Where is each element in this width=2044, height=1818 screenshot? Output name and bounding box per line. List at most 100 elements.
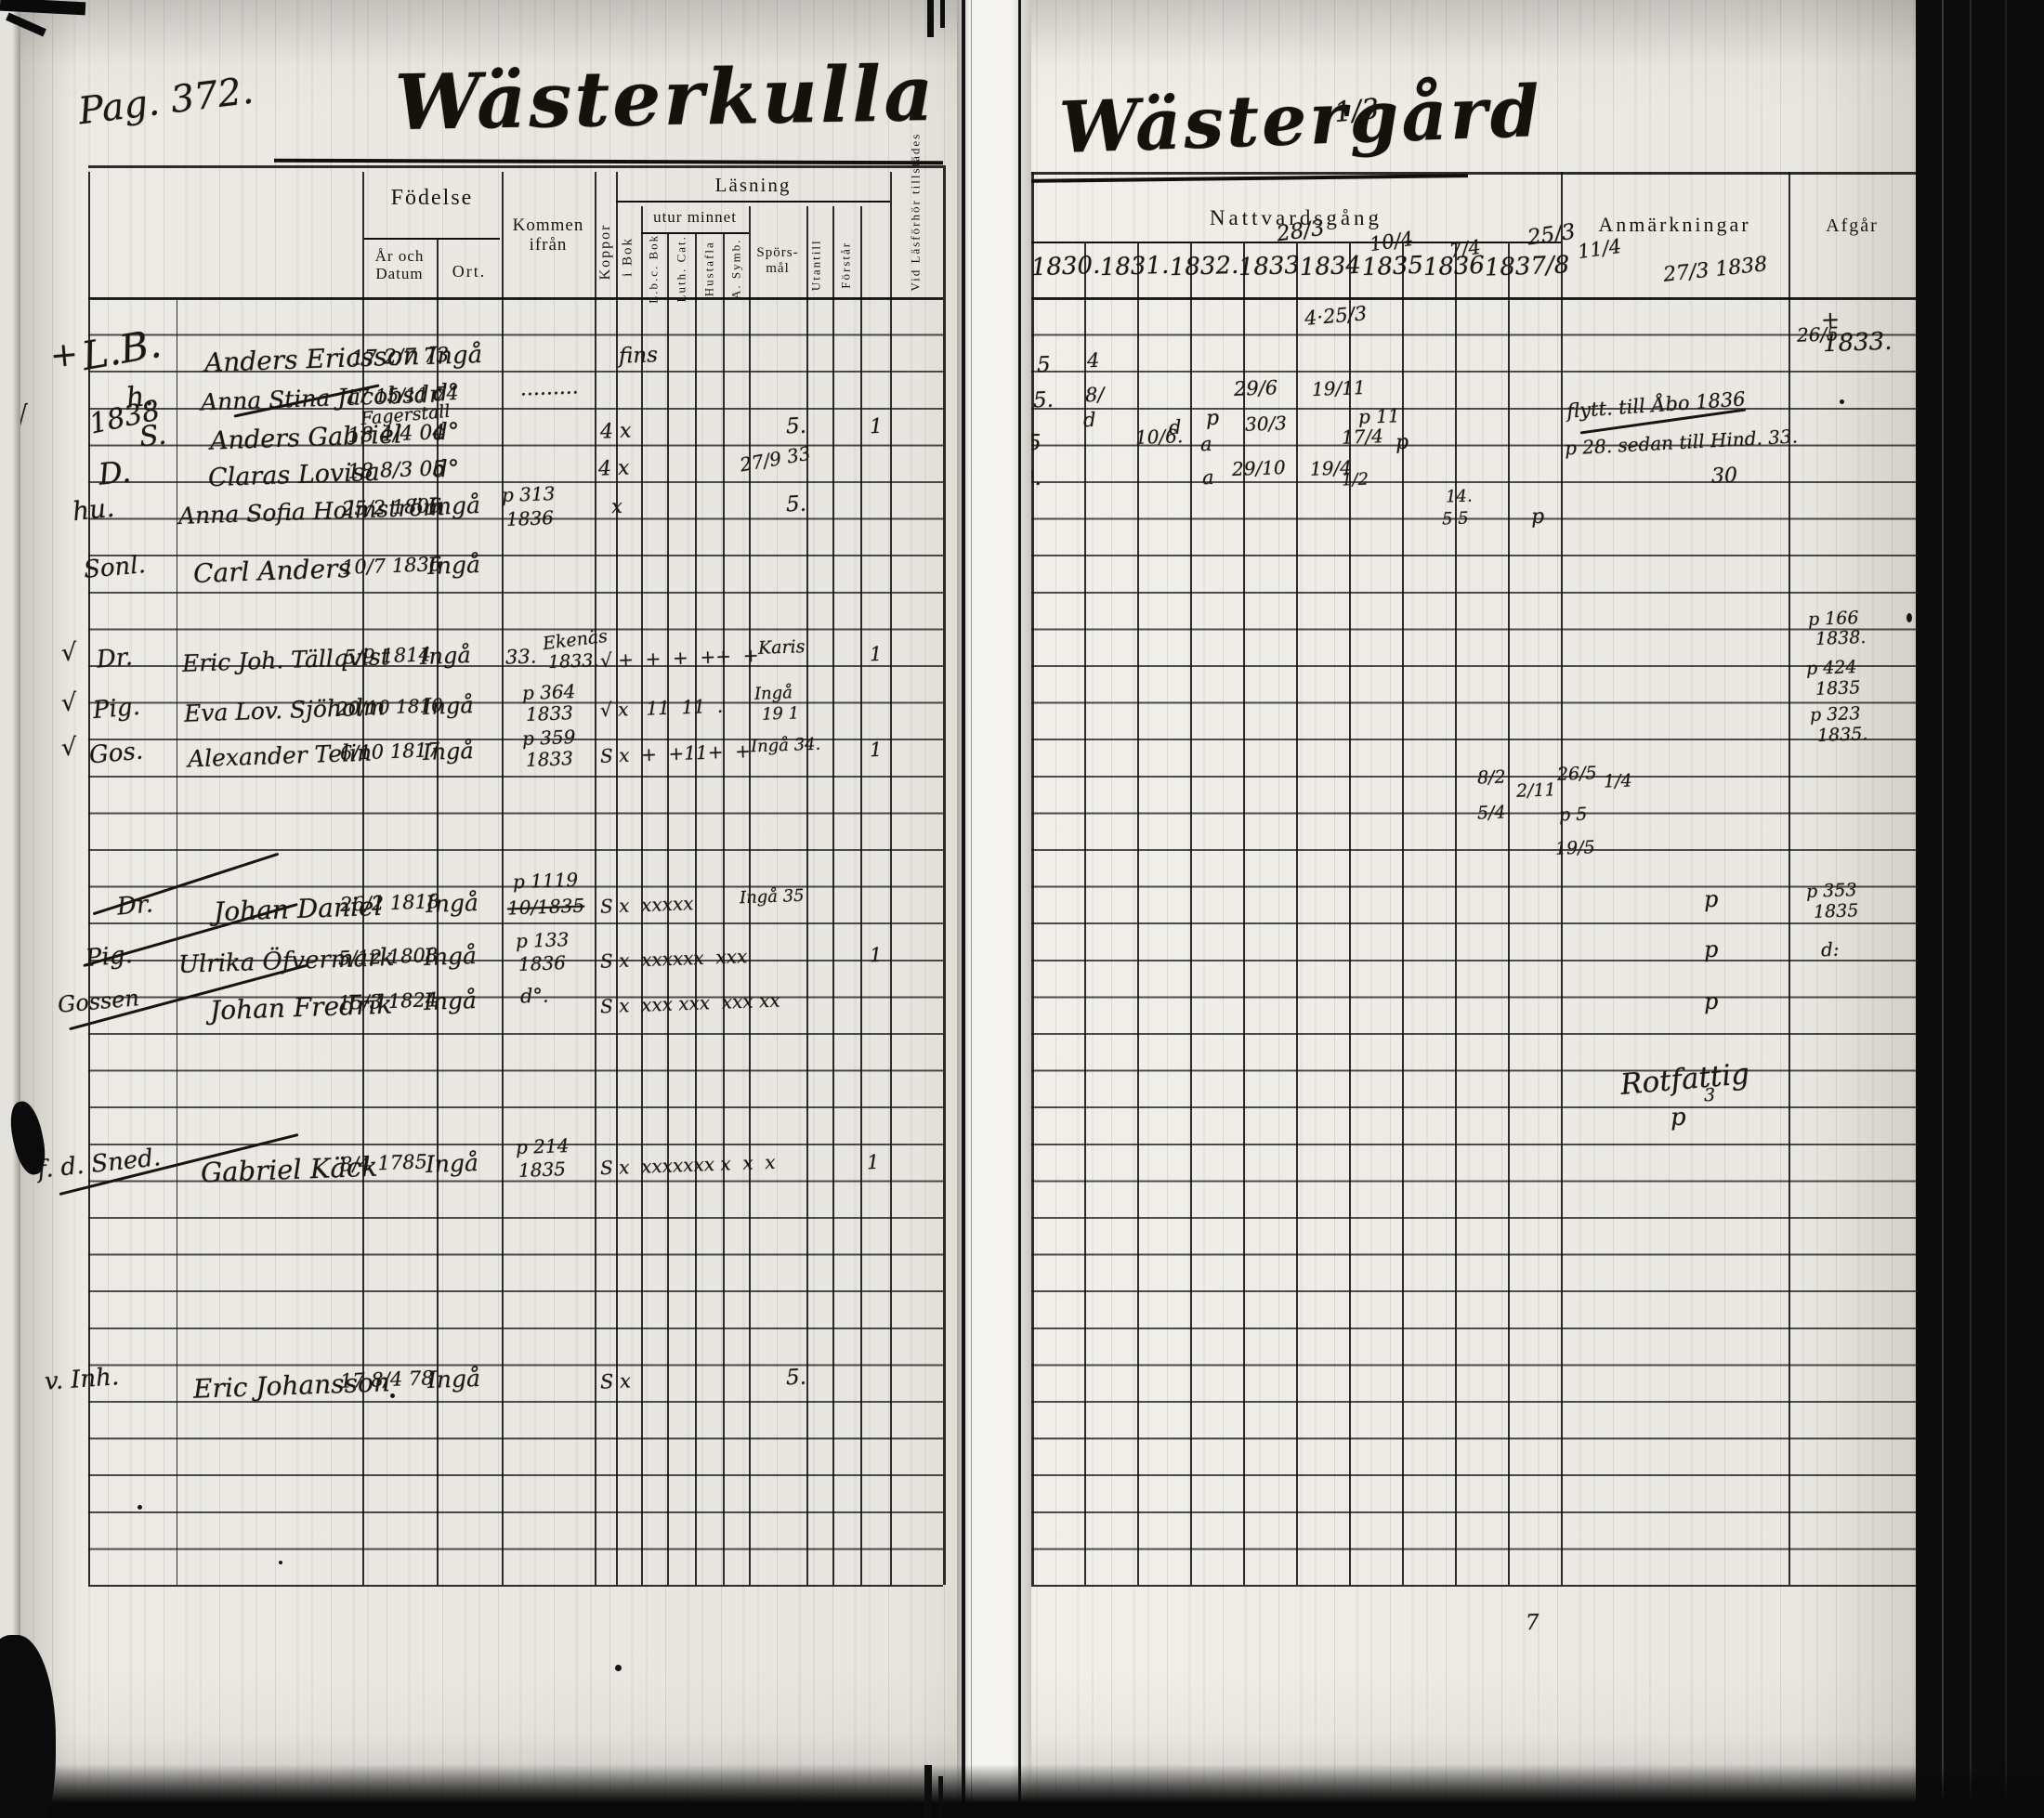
handwriting: Ingå bbox=[426, 340, 483, 372]
year-label: 1834 bbox=[1299, 251, 1362, 282]
handwriting: Ingå bbox=[423, 942, 478, 971]
handwriting: 5/9 1814 bbox=[343, 643, 432, 669]
handwriting: 33. bbox=[504, 645, 537, 669]
handwriting: Ingå bbox=[426, 1365, 481, 1393]
year-label: 1837/8 bbox=[1484, 251, 1570, 282]
left-page-title: Wästerkulla bbox=[394, 48, 937, 149]
scan-edge-right bbox=[1916, 0, 2044, 1818]
row-lines-right bbox=[1031, 297, 1916, 1585]
header-rule bbox=[616, 201, 890, 203]
handwriting: p 1119 bbox=[512, 868, 579, 894]
handwriting: 14. bbox=[1445, 486, 1473, 507]
handwriting: 26/5 bbox=[1556, 763, 1598, 785]
handwriting: 5. bbox=[785, 413, 807, 439]
ink-speck bbox=[1906, 613, 1912, 622]
handwriting: 1836 bbox=[518, 951, 567, 975]
handwriting: 1836 bbox=[505, 506, 555, 530]
grid-line bbox=[88, 1585, 943, 1587]
handwriting: √ x 11 11 . bbox=[599, 694, 724, 722]
handwriting: 1835 bbox=[1815, 677, 1861, 700]
handwriting: 18 4/4 04 bbox=[347, 421, 446, 448]
handwriting: Sonl. bbox=[82, 551, 147, 584]
handwriting: Ingå bbox=[425, 1149, 479, 1178]
handwriting: Karis bbox=[757, 636, 806, 659]
handwriting: 17/4 bbox=[1341, 425, 1384, 449]
handwriting: 1 bbox=[869, 414, 884, 439]
handwriting: 8/4 1785 bbox=[339, 1150, 428, 1176]
handwriting: 1838. bbox=[1815, 627, 1867, 649]
grid-line bbox=[1031, 1585, 1916, 1587]
header-lasning: Läsning bbox=[714, 174, 792, 196]
handwriting: 1 bbox=[869, 943, 883, 967]
handwriting: p bbox=[1670, 1103, 1687, 1132]
handwriting: Gos. bbox=[87, 737, 145, 770]
handwriting: v. Inh. bbox=[44, 1363, 121, 1396]
handwriting: 5. bbox=[1032, 387, 1055, 413]
year-label: 1832. bbox=[1169, 251, 1239, 282]
header-forstar: Förstår bbox=[838, 241, 853, 289]
handwriting: p 5 bbox=[1558, 804, 1588, 826]
handwriting: 7/4 bbox=[1448, 235, 1483, 263]
header-afgar: Afgår bbox=[1826, 216, 1879, 236]
scan-edge-left bbox=[0, 0, 20, 1818]
handwriting: Ingå bbox=[426, 491, 481, 520]
header-rule bbox=[641, 232, 749, 234]
handwriting: p bbox=[1703, 935, 1719, 963]
handwriting: 1 bbox=[866, 1150, 880, 1174]
handwriting: d° bbox=[432, 417, 461, 446]
header-anmarkningar: Anmärkningar bbox=[1598, 213, 1751, 236]
handwriting: p 353 bbox=[1805, 880, 1857, 902]
handwriting: 29/10 bbox=[1231, 456, 1287, 480]
handwriting: 1 bbox=[869, 738, 883, 762]
handwriting: 7 bbox=[1525, 1610, 1540, 1636]
handwriting: 4 x bbox=[597, 456, 630, 481]
handwriting: √ bbox=[60, 733, 78, 763]
handwriting: p 214 bbox=[515, 1134, 570, 1158]
handwriting: p bbox=[1205, 406, 1220, 431]
handwriting: p 364 bbox=[521, 680, 576, 704]
handwriting: √ bbox=[60, 688, 78, 718]
title-fraction: 1/3 bbox=[1332, 92, 1381, 130]
handwriting: 5. bbox=[785, 1365, 807, 1391]
handwriting: S. bbox=[138, 418, 168, 454]
spine-mark-bottom bbox=[924, 1765, 932, 1818]
handwriting: S x bbox=[599, 1369, 632, 1393]
handwriting: a bbox=[1201, 465, 1214, 490]
header-utantill: Utantill bbox=[808, 239, 823, 292]
header-fodelse: Födelse bbox=[390, 186, 474, 210]
handwriting: Ingå bbox=[753, 683, 793, 704]
handwriting: 5 bbox=[1036, 352, 1052, 378]
handwriting: 1835 bbox=[518, 1158, 567, 1182]
header-i-bok: i Bok bbox=[620, 236, 635, 277]
handwriting: p 424 bbox=[1805, 657, 1857, 679]
handwriting: 1835. bbox=[1816, 724, 1868, 746]
handwriting: p 359 bbox=[521, 726, 576, 750]
header-rule bbox=[364, 238, 500, 240]
handwriting: Carl Anders bbox=[192, 553, 352, 589]
handwriting: d: bbox=[1820, 937, 1840, 961]
header-sporsmal: Spörs-mål bbox=[756, 245, 799, 276]
handwriting: p 133 bbox=[515, 928, 570, 952]
handwriting: 19 1 bbox=[761, 703, 800, 725]
handwriting: 1/4 bbox=[1603, 770, 1632, 792]
right-page-title: Wästergård bbox=[1057, 69, 1544, 170]
grid-line bbox=[1031, 172, 1916, 175]
handwriting: 30/3 bbox=[1244, 412, 1288, 436]
handwriting: 1 bbox=[869, 642, 883, 666]
handwriting: 19/11 bbox=[1311, 376, 1367, 400]
handwriting: d°. bbox=[519, 984, 550, 1008]
handwriting: p bbox=[1395, 430, 1409, 455]
handwriting: 30 bbox=[1710, 464, 1738, 489]
handwriting: 10/1835 bbox=[506, 894, 585, 920]
handwriting: Ingå 35 bbox=[739, 885, 805, 909]
year-label: 1835 bbox=[1360, 251, 1424, 282]
header-ar-och-datum: År och Datum bbox=[374, 247, 425, 283]
header-ort: Ort. bbox=[452, 262, 487, 281]
handwriting: p bbox=[1703, 987, 1719, 1015]
handwriting: 4 x bbox=[599, 419, 632, 444]
handwriting: Pig. bbox=[91, 692, 141, 726]
handwriting: a bbox=[1199, 432, 1212, 456]
handwriting: 4 bbox=[1086, 348, 1100, 373]
handwriting: 2/11 bbox=[1515, 779, 1557, 802]
handwriting: d° bbox=[432, 454, 461, 483]
